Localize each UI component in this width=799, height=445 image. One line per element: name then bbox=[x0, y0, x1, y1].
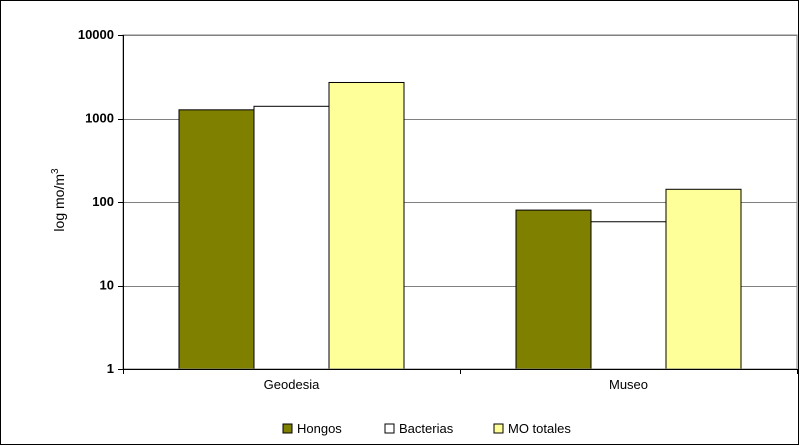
bars bbox=[178, 81, 742, 370]
y-axis-title: log mo/m3 bbox=[50, 168, 67, 232]
x-tick-label: Geodesia bbox=[264, 377, 320, 392]
y-axis-title-text: log mo/m bbox=[51, 174, 67, 232]
y-tick-label: 10 bbox=[100, 278, 114, 293]
y-tick-label: 1000 bbox=[85, 111, 114, 126]
axes bbox=[118, 35, 798, 374]
y-axis-title-superscript: 3 bbox=[50, 168, 61, 174]
bar-bacterias-geodesia bbox=[253, 105, 330, 370]
x-tick-label: Museo bbox=[609, 377, 648, 392]
bar-bacterias-museo bbox=[590, 221, 667, 370]
x-tick-labels: Geodesia Museo bbox=[264, 377, 648, 392]
legend-label: Bacterias bbox=[399, 421, 454, 436]
legend-swatch-hongos bbox=[282, 423, 293, 434]
legend-swatch-mo-totales bbox=[493, 423, 504, 434]
y-tick-label: 100 bbox=[92, 194, 114, 209]
legend-swatch-bacterias bbox=[384, 423, 395, 434]
bar-mo-totales-museo bbox=[665, 188, 742, 370]
bar-mo-totales-geodesia bbox=[328, 81, 405, 370]
y-tick-labels: 1 10 100 1000 10000 bbox=[78, 27, 114, 376]
y-tick-label: 1 bbox=[107, 361, 114, 376]
y-tick-label: 10000 bbox=[78, 27, 114, 42]
legend-label: MO totales bbox=[508, 421, 571, 436]
bar-hongos-geodesia bbox=[178, 109, 255, 370]
legend: Hongos Bacterias MO totales bbox=[282, 421, 571, 436]
legend-label: Hongos bbox=[297, 421, 342, 436]
bar-hongos-museo bbox=[515, 209, 592, 370]
